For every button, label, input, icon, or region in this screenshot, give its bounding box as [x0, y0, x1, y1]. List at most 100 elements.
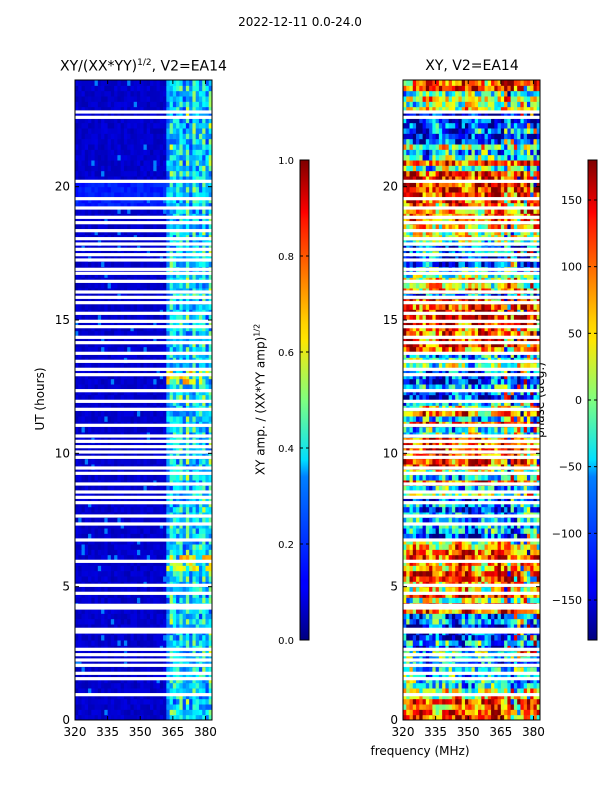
- amplitude-heatmap-cell: [78, 208, 83, 214]
- amplitude-heatmap-cell: [189, 346, 193, 353]
- amplitude-heatmap-cell: [75, 528, 79, 534]
- amplitude-heatmap-cell: [189, 506, 193, 513]
- amplitude-heatmap-cell: [159, 117, 164, 124]
- amplitude-heatmap-cell: [123, 128, 128, 134]
- amplitude-heatmap-cell: [182, 528, 187, 534]
- amplitude-heatmap-cell: [97, 709, 102, 716]
- amplitude-heatmap-cell: [123, 112, 128, 118]
- amplitude-heatmap-cell: [176, 202, 180, 209]
- amplitude-heatmap-cell: [88, 618, 92, 625]
- amplitude-heatmap-cell: [192, 565, 197, 572]
- amplitude-heatmap-cell: [120, 170, 125, 177]
- amplitude-heatmap-cell: [91, 106, 96, 113]
- amplitude-heatmap-cell: [123, 618, 128, 625]
- amplitude-heatmap-cell: [185, 101, 190, 108]
- amplitude-heatmap-cell: [169, 192, 174, 198]
- amplitude-heatmap-cell: [146, 384, 151, 390]
- amplitude-heatmap-cell: [84, 149, 89, 156]
- amplitude-heatmap-cell: [94, 666, 99, 673]
- amplitude-heatmap-cell: [185, 154, 190, 161]
- amplitude-heatmap-cell: [75, 704, 79, 710]
- amplitude-heatmap-cell: [78, 101, 83, 108]
- amplitude-heatmap-cell: [179, 176, 184, 182]
- amplitude-heatmap-cell: [198, 261, 203, 268]
- amplitude-heatmap-cell: [120, 117, 125, 124]
- amplitude-heatmap-cell: [192, 570, 197, 577]
- amplitude-heatmap-cell: [88, 698, 92, 705]
- amplitude-heatmap-cell: [163, 506, 167, 513]
- amplitude-heatmap-cell: [195, 597, 200, 604]
- amplitude-heatmap-cell: [156, 330, 161, 337]
- amplitude-heatmap-cell: [163, 714, 167, 720]
- amplitude-heatmap-cell: [205, 709, 210, 716]
- amplitude-heatmap-cell: [130, 154, 135, 161]
- amplitude-heatmap-cell: [156, 416, 161, 422]
- amplitude-heatmap-cell: [130, 549, 135, 556]
- amplitude-heatmap-cell: [179, 714, 184, 720]
- amplitude-heatmap-cell: [185, 122, 190, 129]
- amplitude-heatmap-cell: [169, 485, 174, 492]
- amplitude-heatmap-cell: [169, 634, 174, 641]
- amplitude-heatmap-cell: [185, 613, 190, 620]
- amplitude-heatmap-cell: [130, 570, 135, 577]
- amplitude-heatmap-cell: [156, 517, 161, 524]
- amplitude-heatmap-cell: [136, 208, 141, 214]
- amplitude-heatmap-cell: [195, 613, 200, 620]
- amplitude-heatmap-cell: [123, 704, 128, 710]
- amplitude-heatmap-cell: [81, 122, 86, 129]
- amplitude-heatmap-cell: [189, 613, 193, 620]
- amplitude-heatmap-cell: [146, 202, 151, 209]
- amplitude-heatmap-cell: [123, 410, 128, 417]
- amplitude-heatmap-cell: [202, 138, 206, 145]
- amplitude-heatmap-cell: [114, 410, 118, 417]
- amplitude-heatmap-cell: [185, 133, 190, 140]
- amplitude-heatmap-cell: [88, 154, 92, 161]
- amplitude-heatmap-cell: [127, 698, 131, 705]
- amplitude-heatmap-cell: [169, 304, 174, 310]
- amplitude-heatmap-cell: [153, 554, 158, 561]
- amplitude-heatmap-cell: [189, 304, 193, 310]
- amplitude-heatmap-cell: [156, 624, 161, 630]
- amplitude-heatmap-cell: [166, 208, 171, 214]
- amplitude-heatmap-cell: [163, 362, 167, 369]
- amplitude-heatmap-cell: [117, 570, 122, 577]
- amplitude-heatmap-cell: [114, 314, 118, 321]
- amplitude-heatmap-cell: [104, 640, 109, 646]
- amplitude-heatmap-cell: [117, 634, 122, 641]
- amplitude-heatmap-cell: [176, 618, 180, 625]
- amplitude-heatmap-cell: [136, 384, 141, 390]
- amplitude-heatmap-cell: [179, 362, 184, 369]
- amplitude-heatmap-cell: [130, 474, 135, 481]
- amplitude-heatmap-cell: [176, 549, 180, 556]
- amplitude-heatmap-cell: [198, 208, 203, 214]
- amplitude-heatmap-cell: [198, 186, 203, 193]
- amplitude-heatmap-cell: [123, 517, 128, 524]
- amplitude-heatmap-cell: [97, 282, 102, 289]
- amplitude-heatmap-cell: [88, 362, 92, 369]
- amplitude-heatmap-cell: [150, 90, 154, 97]
- amplitude-heatmap-cell: [146, 261, 151, 268]
- amplitude-heatmap-cell: [130, 106, 135, 113]
- amplitude-heatmap-cell: [205, 330, 210, 337]
- amplitude-heatmap-cell: [176, 634, 180, 641]
- amplitude-heatmap-cell: [189, 410, 193, 417]
- amplitude-heatmap-cell: [81, 640, 86, 646]
- amplitude-heatmap-cell: [88, 517, 92, 524]
- amplitude-heatmap-cell: [185, 506, 190, 513]
- amplitude-heatmap-cell: [140, 154, 144, 161]
- amplitude-heatmap-cell: [127, 394, 131, 401]
- amplitude-heatmap-cell: [198, 282, 203, 289]
- amplitude-heatmap-cell: [153, 314, 158, 321]
- amplitude-heatmap-cell: [97, 90, 102, 97]
- amplitude-heatmap-cell: [91, 474, 96, 481]
- amplitude-heatmap-cell: [91, 117, 96, 124]
- amplitude-heatmap-cell: [150, 634, 154, 641]
- amplitude-heatmap-cell: [179, 186, 184, 193]
- amplitude-heatmap-cell: [107, 458, 112, 465]
- amplitude-heatmap-cell: [101, 613, 105, 620]
- amplitude-heatmap-cell: [133, 506, 138, 513]
- amplitude-heatmap-cell: [120, 688, 125, 694]
- amplitude-heatmap-cell: [202, 533, 206, 540]
- amplitude-heatmap-cell: [84, 554, 89, 561]
- amplitude-heatmap-cell: [202, 144, 206, 150]
